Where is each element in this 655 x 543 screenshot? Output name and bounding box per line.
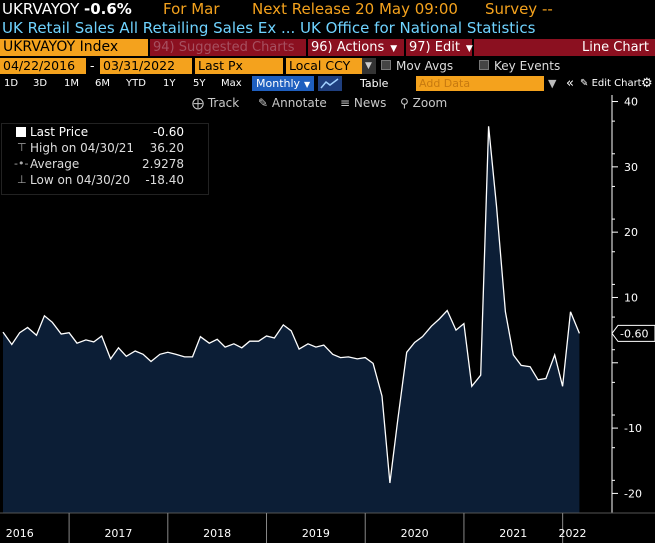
- legend-low-value: -18.40: [145, 173, 184, 187]
- date-dash: -: [90, 58, 95, 73]
- period-label: For Mar: [163, 0, 220, 18]
- last-value-tag: -0.60: [611, 324, 655, 342]
- period-max[interactable]: Max: [221, 78, 242, 89]
- table-button[interactable]: Table: [360, 77, 389, 90]
- security-header: UKRVAYOY -0.6% For Mar Next Release 20 M…: [0, 0, 655, 18]
- zoom-tool[interactable]: ⚲ Zoom: [400, 96, 448, 110]
- chevron-down-icon: ▼: [304, 80, 311, 89]
- high-marker-icon: ⊤: [17, 141, 27, 154]
- period-1m[interactable]: 1M: [64, 78, 79, 89]
- y-tick-label: 10: [624, 291, 638, 304]
- chart-type-button[interactable]: Line Chart: [474, 39, 655, 56]
- x-tick-label: 2022: [559, 527, 587, 540]
- news-icon: ≡: [340, 96, 351, 110]
- x-tick-label: 2017: [104, 527, 132, 540]
- period-5y[interactable]: 5Y: [193, 78, 206, 89]
- chart-toolbar: UKRVAYOY Index 94) Suggested Charts 96) …: [0, 38, 655, 57]
- security-field[interactable]: UKRVAYOY Index: [0, 39, 148, 56]
- news-tool[interactable]: ≡ News: [340, 96, 387, 110]
- track-tool[interactable]: ⨁ Track: [192, 96, 240, 110]
- y-tick-label: 30: [624, 161, 638, 174]
- x-tick-label: 2018: [203, 527, 231, 540]
- legend-last-price-label: Last Price: [30, 125, 89, 139]
- change-value: -0.6%: [84, 0, 132, 18]
- y-tick-label: -10: [624, 422, 642, 435]
- period-bar: 1D 3D 1M 6M YTD 1Y 5Y Max Monthly ▼ Table…: [0, 75, 655, 92]
- x-axis: 2016 2017 2018 2019 2020 2021 2022: [6, 513, 587, 543]
- edit-chart-button[interactable]: ✎ Edit Chart: [580, 78, 642, 89]
- last-value-tag-label: -0.60: [620, 327, 648, 340]
- period-ytd[interactable]: YTD: [126, 78, 146, 89]
- x-tick-label: 2021: [499, 527, 527, 540]
- mov-avgs-label: Mov Avgs: [396, 59, 454, 73]
- suggested-charts-button[interactable]: 94) Suggested Charts: [150, 39, 306, 56]
- legend-average-label: Average: [30, 157, 80, 171]
- chevron-down-icon[interactable]: ▼: [362, 58, 376, 74]
- currency-select[interactable]: Local CCY: [286, 58, 362, 74]
- key-events-label: Key Events: [494, 59, 561, 73]
- ticker: UKRVAYOY: [2, 0, 80, 18]
- start-date-input[interactable]: 04/22/2016: [0, 58, 86, 74]
- period-3d[interactable]: 3D: [33, 78, 48, 89]
- series-swatch: [16, 127, 26, 137]
- crosshair-icon: ⨁: [192, 96, 204, 110]
- add-data-input[interactable]: Add Data: [416, 76, 544, 91]
- series-area: [3, 126, 580, 514]
- frequency-select[interactable]: Monthly ▼: [252, 76, 314, 91]
- date-controls: 04/22/2016 - 03/31/2022 Last Px Local CC…: [0, 57, 655, 75]
- y-tick-label: -20: [624, 487, 642, 500]
- chevron-down-icon: ▼: [465, 44, 473, 54]
- y-tick-label: 20: [624, 226, 638, 239]
- legend-low-label: Low on 04/30/20: [30, 173, 131, 187]
- chart-legend: Last Price -0.60 ⊤ High on 04/30/21 36.2…: [1, 123, 209, 195]
- next-release: Next Release 20 May 09:00: [252, 0, 458, 18]
- x-tick-label: 2020: [401, 527, 429, 540]
- gear-icon[interactable]: ⚙: [641, 76, 653, 91]
- key-events-checkbox[interactable]: [479, 60, 489, 70]
- actions-menu[interactable]: 96) Actions ▼: [308, 39, 404, 56]
- legend-average-value: 2.9278: [142, 157, 184, 171]
- end-date-input[interactable]: 03/31/2022: [100, 58, 192, 74]
- low-marker-icon: ⊥: [17, 173, 27, 186]
- annotate-tool[interactable]: ✎ Annotate: [258, 96, 327, 110]
- x-tick-label: 2016: [6, 527, 34, 540]
- pencil-icon: ✎: [580, 78, 589, 89]
- period-1y[interactable]: 1Y: [163, 78, 176, 89]
- field-select[interactable]: Last Px: [195, 58, 283, 74]
- legend-high-label: High on 04/30/21: [30, 141, 135, 155]
- last-value-tag-box: [611, 324, 655, 342]
- legend-high-value: 36.20: [149, 141, 184, 155]
- chevron-down-icon[interactable]: ▼: [548, 77, 557, 90]
- line-chart-icon[interactable]: [318, 76, 342, 91]
- collapse-icon[interactable]: «: [566, 76, 574, 91]
- period-1d[interactable]: 1D: [4, 78, 19, 89]
- search-icon: ⚲: [400, 96, 409, 110]
- mov-avgs-checkbox[interactable]: [381, 60, 391, 70]
- chevron-down-icon: ▼: [390, 44, 398, 54]
- edit-menu[interactable]: 97) Edit ▼: [406, 39, 473, 56]
- security-description: UK Retail Sales All Retailing Sales Ex .…: [2, 19, 536, 37]
- survey: Survey --: [485, 0, 553, 18]
- series-line: [2, 126, 581, 484]
- legend-last-price-value: -0.60: [152, 125, 184, 139]
- average-marker-icon: -•-: [14, 157, 29, 170]
- y-tick-label: 40: [624, 96, 638, 109]
- y-axis: 40 30 20 10 -10 -20: [612, 96, 642, 514]
- x-tick-label: 2019: [302, 527, 330, 540]
- pencil-icon: ✎: [258, 96, 269, 110]
- period-6m[interactable]: 6M: [95, 78, 110, 89]
